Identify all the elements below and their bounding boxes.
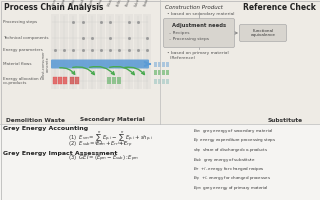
Bar xyxy=(154,79,157,84)
Text: (3)  $GEI = (E_{pm} - E_{sub}) : E_{pm}$: (3) $GEI = (E_{pm} - E_{sub}) : E_{pm}$ xyxy=(68,154,139,164)
FancyBboxPatch shape xyxy=(164,19,235,47)
Bar xyxy=(70,77,74,84)
Bar xyxy=(75,77,78,84)
Bar xyxy=(53,77,57,84)
Text: Construction Product: Construction Product xyxy=(165,5,223,10)
Bar xyxy=(58,77,61,84)
Text: $E_{rr}$  +/- energy for changed recipes: $E_{rr}$ +/- energy for changed recipes xyxy=(193,165,265,173)
Text: Calcination: Calcination xyxy=(134,0,144,7)
Text: $E_{sub}$  grey energy of substitute: $E_{sub}$ grey energy of substitute xyxy=(193,156,256,164)
Text: $sh_p$  share of discharged co-products: $sh_p$ share of discharged co-products xyxy=(193,146,268,155)
Bar xyxy=(79,14,86,89)
Bar xyxy=(60,14,68,89)
Bar xyxy=(162,79,165,84)
Text: – Recipes: – Recipes xyxy=(169,31,189,35)
Text: $E_p$  energy expenditure processing steps: $E_p$ energy expenditure processing step… xyxy=(193,136,276,145)
Text: Grinding: Grinding xyxy=(97,0,106,7)
Bar xyxy=(166,79,169,84)
Text: Drying: Drying xyxy=(88,0,95,7)
Text: Secondary Material: Secondary Material xyxy=(80,117,144,122)
Bar xyxy=(125,14,132,89)
Bar xyxy=(166,62,169,66)
Bar xyxy=(158,62,161,66)
Bar xyxy=(117,77,121,84)
Bar xyxy=(166,70,169,75)
Text: Processing steps: Processing steps xyxy=(3,20,37,24)
Bar xyxy=(162,62,165,66)
Text: Demolition Waste: Demolition Waste xyxy=(6,117,66,122)
Bar xyxy=(154,62,157,66)
Bar xyxy=(97,14,105,89)
Bar xyxy=(116,14,123,89)
Text: Grey Energy Impact Assessment: Grey Energy Impact Assessment xyxy=(3,151,117,156)
Text: (1)  $E_{sm} = \sum_{i=2}^{n} E_{p,i} - \sum_{i=1}^{n} E_{p,i} + sh_{p,i}$: (1) $E_{sm} = \sum_{i=2}^{n} E_{p,i} - \… xyxy=(68,129,154,147)
Bar xyxy=(154,70,157,75)
Text: Functional
equivalence: Functional equivalence xyxy=(251,29,276,37)
Text: Post-consumer
concrete: Post-consumer concrete xyxy=(41,51,50,77)
FancyBboxPatch shape xyxy=(239,24,286,42)
Text: Reference Check: Reference Check xyxy=(243,3,316,12)
Bar xyxy=(88,14,96,89)
Bar xyxy=(51,14,59,89)
Text: • based on primary material
  (Reference): • based on primary material (Reference) xyxy=(167,51,229,60)
Text: $E_{pm}$  grey energy of primary material: $E_{pm}$ grey energy of primary material xyxy=(193,184,268,193)
Text: Sorting: Sorting xyxy=(70,0,77,7)
Text: $E_{sm}$  grey energy of secondary material: $E_{sm}$ grey energy of secondary materi… xyxy=(193,127,273,135)
Bar xyxy=(0,0,320,124)
Bar xyxy=(0,124,320,200)
Text: Energy parameters: Energy parameters xyxy=(3,48,43,52)
Text: • based on secondary material: • based on secondary material xyxy=(167,12,235,16)
Bar xyxy=(112,77,116,84)
Text: (2)  $E_{sub} = E_{sm} + E_{rr} + E_{rp}$: (2) $E_{sub} = E_{sm} + E_{rr} + E_{rp}$ xyxy=(68,140,132,150)
Text: $E_{rp}$  +/- energy for changed processes: $E_{rp}$ +/- energy for changed processe… xyxy=(193,174,271,183)
Text: Process Chain Analysis: Process Chain Analysis xyxy=(4,3,103,12)
Bar xyxy=(106,14,114,89)
Text: Substitute: Substitute xyxy=(268,117,303,122)
Text: Material flows: Material flows xyxy=(3,62,31,66)
Text: Adjustment needs: Adjustment needs xyxy=(172,23,226,28)
Bar xyxy=(63,77,67,84)
Bar xyxy=(69,14,77,89)
Bar xyxy=(162,70,165,75)
Bar xyxy=(158,79,161,84)
Text: Separation: Separation xyxy=(60,0,70,7)
Bar xyxy=(134,14,142,89)
Bar xyxy=(158,70,161,75)
Text: Mixing: Mixing xyxy=(107,0,114,7)
Text: Crushing /: Crushing / xyxy=(51,0,60,7)
Bar xyxy=(107,77,110,84)
Text: – Processing steps: – Processing steps xyxy=(169,37,209,41)
Text: Washing: Washing xyxy=(79,0,87,7)
Bar xyxy=(143,14,151,89)
Text: Sintering: Sintering xyxy=(143,0,152,7)
Text: Energy allocation to
co-products: Energy allocation to co-products xyxy=(3,77,44,85)
Text: Technical components: Technical components xyxy=(3,36,49,40)
FancyBboxPatch shape xyxy=(51,60,149,68)
Text: Pelletizing: Pelletizing xyxy=(116,0,125,7)
Text: Grey Energy Accounting: Grey Energy Accounting xyxy=(3,126,88,131)
Text: Pressing: Pressing xyxy=(125,0,133,7)
